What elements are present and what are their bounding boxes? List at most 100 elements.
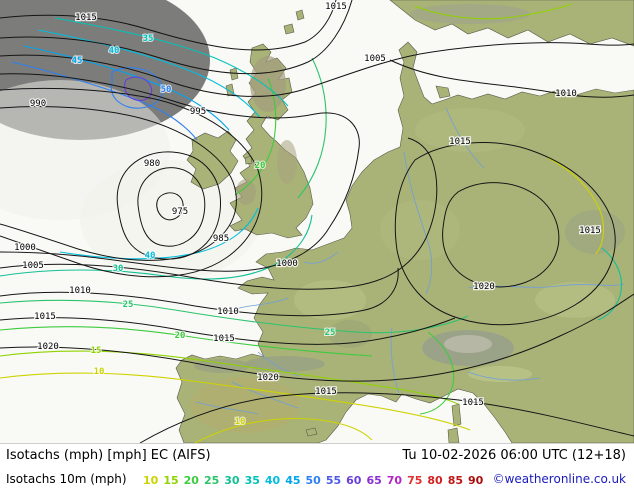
legend-value-40: 40 xyxy=(264,474,281,487)
isotach-10 xyxy=(547,157,605,255)
isotach-20 xyxy=(0,326,373,357)
legend-value-35: 35 xyxy=(244,474,260,487)
legend-value-55: 55 xyxy=(325,474,342,487)
footer-row-legend: Isotachs 10m (mph) 10 15 20 25 30 35 40 45 50 55 6… xyxy=(0,467,634,490)
isobar-985 xyxy=(116,151,221,260)
terrain-patch xyxy=(277,140,297,184)
isotach-10 xyxy=(194,417,373,443)
river xyxy=(233,297,289,311)
terrain-patch-pyrenees xyxy=(245,356,325,372)
terrain-patch xyxy=(415,108,525,152)
isobar-label: 1020 xyxy=(37,342,59,352)
isobar-layer xyxy=(0,0,634,443)
legend-value-65: 65 xyxy=(366,474,382,487)
isotach-label: 25 xyxy=(325,328,336,338)
legend-value-45: 45 xyxy=(285,474,301,487)
isotach-20 xyxy=(419,331,455,415)
isobar-label: 980 xyxy=(144,159,160,169)
isotach-label: 40 xyxy=(145,251,156,261)
weather-map-svg: 1015101510059909959809759851000100010051… xyxy=(0,0,634,443)
isobar-990 xyxy=(0,105,237,261)
isotach-label: 30 xyxy=(113,264,124,274)
isobar-label: 1005 xyxy=(364,54,386,64)
isotach-35 xyxy=(54,17,289,107)
isobar-1005 xyxy=(0,137,438,290)
river xyxy=(303,251,339,264)
legend-value-70: 70 xyxy=(386,474,403,487)
terrain-patch-massif xyxy=(328,320,372,348)
isobar-label: 1020 xyxy=(257,373,279,383)
isobar-label: 1015 xyxy=(449,137,471,147)
isobar-label: 1015 xyxy=(75,13,97,23)
isotach-25 xyxy=(0,299,469,334)
legend-title: Isotachs 10m (mph) xyxy=(6,471,127,486)
isotach-label: 10 xyxy=(94,367,105,377)
river xyxy=(231,381,299,409)
isobar-labels-group: 1015101510059909959809759851000100010051… xyxy=(13,1,602,410)
isobar-1020-ridge xyxy=(442,182,560,288)
map-title: Isotachs (mph) [mph] EC (AIFS) xyxy=(6,448,211,463)
river xyxy=(445,107,485,169)
isobar-label: 1015 xyxy=(213,334,235,344)
isobar-1015-ridge xyxy=(394,142,616,326)
isobar-label: 1000 xyxy=(276,259,298,269)
isobar-975 xyxy=(156,192,184,221)
isotach-label: 35 xyxy=(143,34,154,44)
river xyxy=(467,371,541,381)
terrain-patch-po-valley xyxy=(468,366,532,382)
copyright-link[interactable]: ©weatheronline.co.uk xyxy=(492,471,626,486)
island-sardinia xyxy=(447,427,460,443)
terrain-patch xyxy=(294,280,366,320)
legend-value-25: 25 xyxy=(203,474,220,487)
terrain-patch xyxy=(380,200,460,260)
map-datetime: Tu 10-02-2026 06:00 UTC (12+18) xyxy=(402,448,626,463)
land-ireland xyxy=(186,130,239,190)
isobar-label: 975 xyxy=(172,207,188,217)
isotach-20 xyxy=(234,77,277,196)
terrain-patch-alps xyxy=(444,335,492,353)
terrain-patch-norway xyxy=(410,4,530,24)
legend-value-30: 30 xyxy=(224,474,240,487)
isotach-15 xyxy=(0,350,459,405)
isobar-1020 xyxy=(0,293,634,382)
terrain-patch xyxy=(236,179,256,205)
isobar-label: 1015 xyxy=(325,2,347,12)
isotach-label: 20 xyxy=(175,331,186,341)
isotach-label: 20 xyxy=(255,161,266,171)
isotach-30 xyxy=(0,214,313,280)
isobar-label: 1000 xyxy=(14,243,36,253)
isobar-1000 xyxy=(0,73,360,272)
isobar-label: 1010 xyxy=(69,286,91,296)
isobar-1015 xyxy=(139,392,634,443)
isobar-label: 995 xyxy=(190,107,206,117)
footer-row-title: Isotachs (mph) [mph] EC (AIFS) Tu 10-02-… xyxy=(0,444,634,467)
legend-value-20: 20 xyxy=(183,474,199,487)
isobar-1010 xyxy=(389,59,634,98)
legend-value-75: 75 xyxy=(407,474,423,487)
legend-value-80: 80 xyxy=(427,474,443,487)
terrain-patch xyxy=(250,56,286,112)
isobar-1015 xyxy=(0,317,456,345)
land-continent xyxy=(175,41,634,443)
isotach-40 xyxy=(37,29,261,119)
terrain-patch-carpathians xyxy=(565,210,625,254)
isobar-label: 1015 xyxy=(462,398,484,408)
isobar-label: 1015 xyxy=(315,387,337,397)
isotach-label: 50 xyxy=(161,85,172,95)
isobar-1015 xyxy=(0,0,337,51)
legend-value-90: 90 xyxy=(468,474,484,487)
legend-values: 10 15 20 25 30 35 40 45 50 55 60 65 70 75 80 85 90 xyxy=(141,469,493,488)
legend-value-85: 85 xyxy=(447,474,464,487)
island-corsica xyxy=(451,403,462,427)
river xyxy=(403,151,432,295)
legend-value-10: 10 xyxy=(143,474,159,487)
isotach-label: 25 xyxy=(123,300,134,310)
land-layer xyxy=(175,0,634,443)
isobar-label: 1010 xyxy=(555,89,577,99)
weather-map: 1015 1015 1005 990 995 980 975 985 1000 1000 1005 1… xyxy=(0,0,634,443)
isotach-label: 10 xyxy=(235,417,246,427)
island-balearic xyxy=(305,427,318,437)
isobar-label: 990 xyxy=(30,99,46,109)
